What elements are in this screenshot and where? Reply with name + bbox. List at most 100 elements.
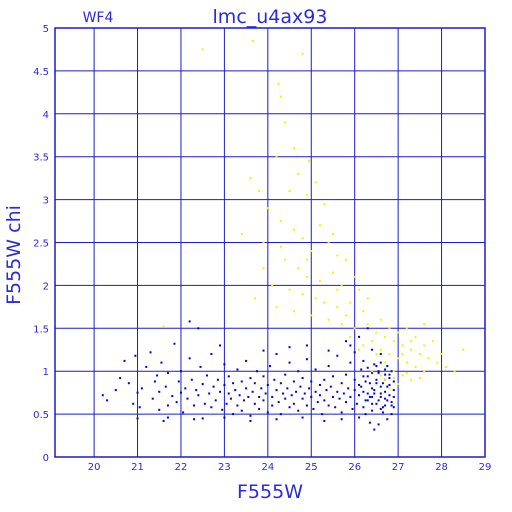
y-tick-label: 2.5 [33,239,49,250]
data-point-blue [388,383,391,386]
data-point-blue [182,411,185,414]
data-point-blue [175,401,178,404]
data-point-blue [392,406,395,409]
data-point-blue [371,371,374,374]
data-point-blue [325,389,328,392]
data-point-blue [379,407,382,410]
data-point-blue [195,389,198,392]
x-tick-label: 27 [392,462,405,473]
data-point-yellow [379,374,382,377]
data-point-blue [353,378,356,381]
data-point-yellow [388,327,391,330]
data-point-yellow [418,353,421,356]
data-point-yellow [358,348,361,351]
data-point-blue [258,407,261,410]
data-point-yellow [318,280,321,283]
data-point-blue [373,389,376,392]
data-point-blue [275,353,278,356]
data-point-blue [223,383,226,386]
data-point-blue [318,394,321,397]
data-point-yellow [275,305,278,308]
data-point-blue [269,365,271,368]
data-point-yellow [314,181,317,184]
data-point-blue [377,399,380,402]
data-point-blue [392,395,395,398]
data-point-blue [134,354,137,357]
data-point-yellow [401,374,404,377]
data-point-yellow [301,237,304,240]
data-point-yellow [444,365,447,368]
data-point-blue [197,327,200,330]
data-point-blue [266,411,269,414]
data-point-blue [153,380,156,383]
data-point-blue [340,411,343,414]
x-tick-label: 28 [435,462,448,473]
data-point-yellow [388,353,391,356]
data-point-yellow [388,387,391,390]
data-point-blue [301,377,304,380]
data-point-yellow [271,284,274,287]
data-point-blue [327,349,330,352]
data-point-blue [336,354,339,357]
data-point-yellow [292,310,295,313]
data-point-blue [314,368,317,371]
data-point-yellow [310,250,313,253]
y-tick-label: 2 [43,281,49,292]
data-point-yellow [453,370,456,373]
data-point-blue [342,392,345,395]
data-point-blue [288,406,291,409]
data-points [101,39,465,431]
data-point-blue [245,359,248,362]
data-point-blue [329,385,332,388]
data-point-blue [288,346,291,349]
x-tick-label: 20 [88,462,101,473]
data-point-blue [145,365,148,368]
y-tick-label: 1 [43,367,49,378]
data-point-blue [364,399,367,402]
data-point-blue [158,390,161,393]
data-point-blue [299,385,302,388]
data-point-yellow [397,357,400,360]
data-point-blue [262,375,265,378]
data-point-yellow [288,190,291,193]
data-point-blue [203,402,206,405]
data-point-blue [390,370,393,373]
data-point-blue [349,361,352,364]
data-point-blue [338,397,341,400]
data-point-blue [371,409,374,412]
data-point-blue [297,370,300,373]
data-point-blue [305,358,308,361]
data-point-blue [245,387,248,390]
data-point-blue [164,385,167,388]
data-point-blue [201,383,204,386]
data-point-yellow [397,383,400,386]
y-tick-label: 5 [43,24,49,35]
data-point-blue [221,408,224,411]
y-tick-label: 1.5 [33,324,49,335]
data-point-yellow [314,297,317,300]
data-point-yellow [262,241,265,244]
data-point-yellow [288,288,291,291]
data-point-blue [212,385,215,388]
data-point-yellow [366,323,369,326]
data-point-yellow [379,348,382,351]
data-point-blue [336,390,339,393]
data-point-blue [373,392,376,395]
data-point-blue [266,383,269,386]
data-point-blue [366,399,369,402]
data-point-yellow [345,258,348,261]
data-point-yellow [266,207,269,210]
data-point-blue [331,395,334,398]
data-point-blue [258,395,261,398]
data-point-blue [362,375,365,378]
data-point-blue [247,395,250,398]
data-point-yellow [301,292,304,295]
data-point-blue [301,397,304,400]
data-point-blue [377,371,380,374]
data-point-blue [360,368,363,371]
data-point-blue [284,397,287,400]
data-point-yellow [327,241,330,244]
data-point-yellow [305,258,308,261]
data-point-yellow [392,370,395,373]
